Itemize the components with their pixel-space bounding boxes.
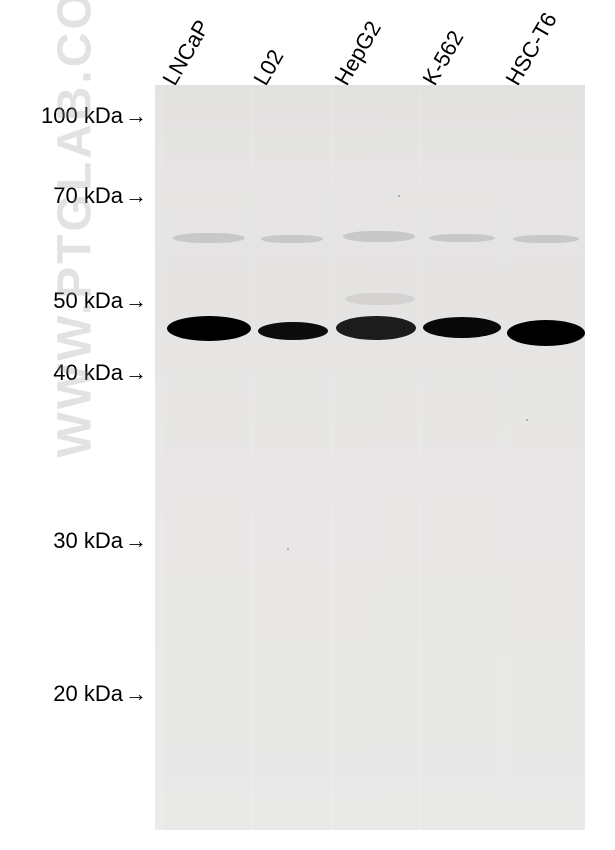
arrow-icon: →	[125, 360, 147, 386]
faint-band-k562	[429, 234, 495, 242]
lane-label-hsct6: HSC-T6	[500, 8, 562, 90]
blot-membrane	[155, 85, 585, 830]
mw-label-20: 20 kDa→	[53, 681, 147, 707]
noise-dot	[526, 419, 528, 421]
lane-label-hepg2: HepG2	[329, 17, 386, 90]
arrow-icon: →	[125, 103, 147, 129]
band-l02	[258, 322, 328, 340]
lane-strip	[421, 85, 503, 830]
figure-container: LNCaP L02 HepG2 K-562 HSC-T6 100 kDa→ 70…	[0, 0, 615, 850]
mw-label-30: 30 kDa→	[53, 528, 147, 554]
band-hepg2	[336, 316, 416, 340]
lane-label-l02: L02	[248, 45, 289, 90]
lane-label-lncap: LNCaP	[157, 16, 215, 90]
arrow-icon: →	[125, 681, 147, 707]
noise-dot	[398, 195, 400, 197]
faint-band-l02	[261, 235, 323, 243]
faint-smear-hepg2	[345, 293, 415, 305]
lane-strip	[335, 85, 418, 830]
arrow-icon: →	[125, 183, 147, 209]
band-hsct6	[507, 320, 585, 346]
faint-band-lncap	[173, 233, 245, 243]
band-lncap	[167, 316, 251, 341]
lane-strip	[165, 85, 250, 830]
lane-strip	[255, 85, 330, 830]
faint-band-hsct6	[513, 235, 579, 243]
watermark-text: WWW.PTGLAB.COM	[48, 0, 103, 458]
band-k562	[423, 317, 501, 338]
lane-labels-row: LNCaP L02 HepG2 K-562 HSC-T6	[160, 5, 580, 90]
faint-band-hepg2	[343, 231, 415, 242]
noise-dot	[287, 548, 289, 550]
arrow-icon: →	[125, 528, 147, 554]
arrow-icon: →	[125, 288, 147, 314]
lane-label-k562: K-562	[417, 26, 469, 90]
lane-strip	[505, 85, 585, 830]
